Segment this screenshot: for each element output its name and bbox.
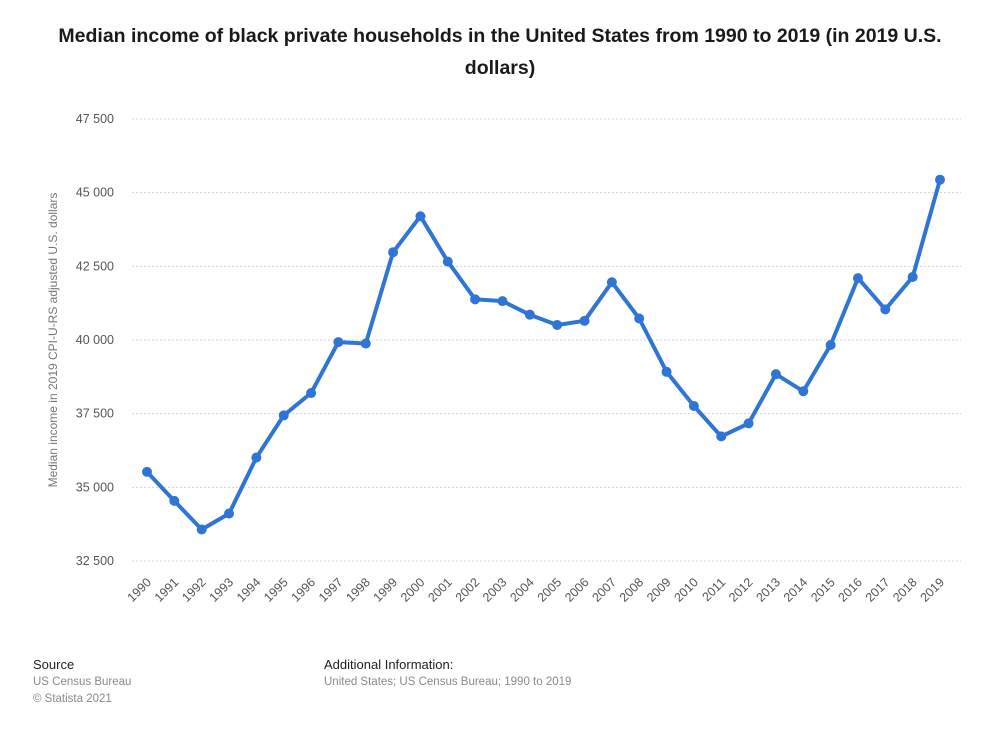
x-tick-label: 2003 bbox=[480, 575, 510, 605]
x-tick-label: 1994 bbox=[234, 575, 264, 605]
x-tick-label: 2014 bbox=[781, 575, 811, 605]
data-point[interactable] bbox=[552, 319, 563, 330]
grid-lines bbox=[132, 118, 961, 562]
data-point[interactable] bbox=[415, 211, 426, 222]
x-tick-label: 1993 bbox=[207, 575, 237, 605]
data-point[interactable] bbox=[251, 452, 262, 463]
x-tick-label: 2010 bbox=[671, 575, 701, 605]
data-point[interactable] bbox=[798, 386, 809, 397]
x-tick-label: 2018 bbox=[890, 575, 920, 605]
data-point[interactable] bbox=[306, 388, 317, 399]
x-tick-label: 2006 bbox=[562, 575, 592, 605]
x-tick-label: 2012 bbox=[726, 575, 756, 605]
x-tick-label: 2005 bbox=[535, 575, 565, 605]
data-point[interactable] bbox=[497, 296, 508, 307]
x-tick-label: 2013 bbox=[753, 575, 783, 605]
x-tick-label: 1991 bbox=[152, 575, 182, 605]
data-point[interactable] bbox=[278, 410, 289, 421]
x-tick-label: 2007 bbox=[589, 575, 619, 605]
series-line bbox=[145, 177, 942, 532]
x-tick-label: 2011 bbox=[699, 575, 728, 604]
x-tick-label: 2001 bbox=[425, 575, 455, 605]
x-tick-label: 2000 bbox=[398, 575, 428, 605]
x-tick-label: 2009 bbox=[644, 575, 674, 605]
data-point[interactable] bbox=[224, 508, 235, 519]
y-tick-label: 32 500 bbox=[76, 554, 114, 568]
x-tick-label: 1992 bbox=[179, 575, 209, 605]
data-point[interactable] bbox=[634, 313, 645, 324]
x-tick-label: 2017 bbox=[863, 575, 893, 605]
data-point[interactable] bbox=[360, 338, 371, 349]
y-tick-label: 45 000 bbox=[76, 186, 114, 200]
data-point[interactable] bbox=[169, 495, 180, 506]
x-tick-label: 2016 bbox=[836, 575, 866, 605]
y-tick-label: 42 500 bbox=[76, 259, 114, 273]
data-point[interactable] bbox=[388, 247, 399, 258]
data-point[interactable] bbox=[743, 418, 754, 429]
y-axis-label: Median income in 2019 CPI-U-RS adjusted … bbox=[46, 193, 60, 488]
y-tick-label: 47 500 bbox=[76, 112, 114, 126]
data-point[interactable] bbox=[716, 431, 727, 442]
series-line-layer bbox=[145, 177, 942, 532]
data-point[interactable] bbox=[770, 369, 781, 380]
data-point[interactable] bbox=[470, 294, 481, 305]
source-line-1: US Census Bureau bbox=[33, 676, 132, 688]
y-tick-label: 37 500 bbox=[76, 407, 114, 421]
x-tick-label: 1999 bbox=[371, 575, 401, 605]
additional-info-text: United States; US Census Bureau; 1990 to… bbox=[324, 676, 572, 688]
data-point[interactable] bbox=[661, 366, 672, 377]
y-tick-label: 35 000 bbox=[76, 480, 114, 494]
x-tick-label: 2015 bbox=[808, 575, 838, 605]
data-point[interactable] bbox=[907, 271, 918, 282]
x-tick-label: 1998 bbox=[343, 575, 373, 605]
data-point[interactable] bbox=[196, 524, 207, 535]
additional-info-heading: Additional Information: bbox=[324, 657, 454, 672]
x-tick-label: 1990 bbox=[125, 575, 155, 605]
x-axis-ticks: 1990199119921993199419951996199719981999… bbox=[125, 575, 948, 605]
data-point[interactable] bbox=[442, 256, 453, 267]
data-point[interactable] bbox=[606, 277, 617, 288]
data-point[interactable] bbox=[880, 304, 891, 315]
data-point[interactable] bbox=[579, 315, 590, 326]
x-tick-label: 2002 bbox=[453, 575, 483, 605]
x-tick-label: 1995 bbox=[261, 575, 291, 605]
data-points bbox=[142, 174, 945, 535]
x-tick-label: 2004 bbox=[507, 575, 537, 605]
x-tick-label: 2008 bbox=[617, 575, 647, 605]
source-heading: Source bbox=[33, 657, 75, 672]
data-point[interactable] bbox=[935, 174, 945, 185]
data-point[interactable] bbox=[142, 466, 152, 477]
source-line-2: © Statista 2021 bbox=[33, 693, 112, 705]
y-tick-label: 40 000 bbox=[76, 333, 114, 347]
data-point[interactable] bbox=[524, 309, 535, 320]
x-tick-label: 1996 bbox=[289, 575, 319, 605]
data-point[interactable] bbox=[825, 340, 836, 351]
x-tick-label: 1997 bbox=[316, 575, 346, 605]
chart-title: Median income of black private household… bbox=[58, 25, 942, 79]
data-point[interactable] bbox=[688, 401, 699, 412]
data-point[interactable] bbox=[333, 337, 344, 348]
y-axis-ticks: 32 500 35 000 37 500 40 000 42 500 45 000 47 5… bbox=[76, 112, 114, 568]
data-point[interactable] bbox=[852, 273, 863, 284]
x-tick-label: 2019 bbox=[918, 575, 948, 605]
